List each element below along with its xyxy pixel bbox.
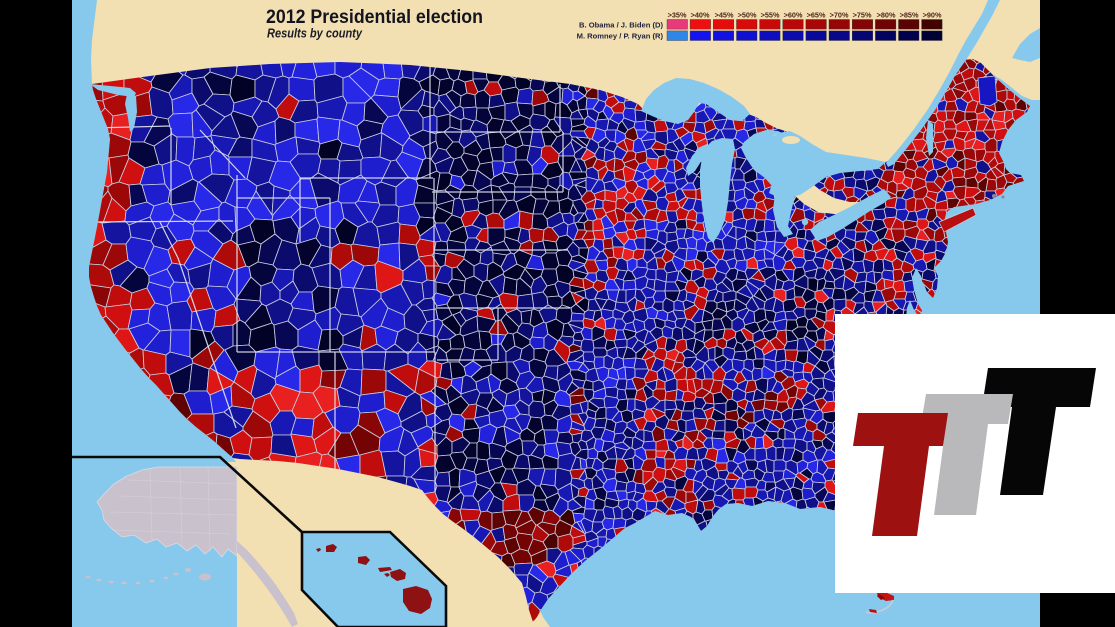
svg-text:>65%: >65%	[807, 11, 826, 20]
svg-text:M. Romney / P. Ryan (R): M. Romney / P. Ryan (R)	[577, 32, 664, 41]
svg-text:2012 Presidential election: 2012 Presidential election	[266, 7, 483, 28]
svg-text:>35%: >35%	[668, 11, 687, 20]
svg-text:>50%: >50%	[738, 11, 757, 20]
svg-text:B. Obama / J. Biden (D): B. Obama / J. Biden (D)	[579, 20, 663, 29]
svg-text:Results by county: Results by county	[267, 27, 363, 41]
svg-text:>60%: >60%	[784, 11, 803, 20]
svg-text:>70%: >70%	[830, 11, 849, 20]
svg-text:>85%: >85%	[900, 11, 919, 20]
svg-text:>40%: >40%	[691, 11, 710, 20]
svg-text:>75%: >75%	[853, 11, 872, 20]
svg-text:>45%: >45%	[715, 11, 734, 20]
svg-text:>55%: >55%	[761, 11, 780, 20]
svg-text:>90%: >90%	[923, 11, 942, 20]
svg-text:>80%: >80%	[877, 11, 896, 20]
